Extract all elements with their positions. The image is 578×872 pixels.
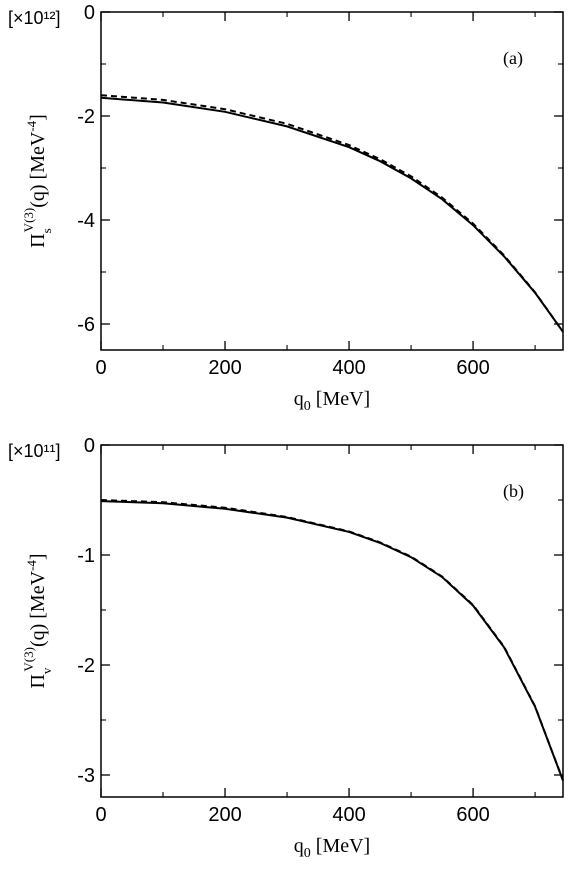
y-tick-label: 0 [84,2,95,24]
x-tick-label: 0 [95,804,106,826]
scale-factor-label-b: [×10¹¹] [8,441,61,461]
x-tick-label: 0 [95,357,106,379]
x-axis-label-sub: 0 [304,846,311,861]
series-line-solid [100,500,564,781]
y-tick-label: -6 [77,314,95,336]
panel-label-b: (b) [503,481,524,502]
y-axis-label-sub: v [39,667,54,674]
series-line-solid [100,96,564,333]
series-lines-a [100,94,564,333]
y-axis-label-close: ] [27,114,49,121]
series-line-dashed [100,94,564,333]
y-tick-label: -2 [77,106,95,128]
plot-frame-b [100,444,564,798]
y-axis-label-main: Π [27,233,49,247]
series-lines-b [100,499,564,781]
x-tick-label: 400 [332,357,365,379]
panel-label-a: (a) [503,48,523,69]
series-line-dashed [100,499,564,781]
y-axis-label-sub: s [39,228,54,233]
y-axis-label-arg: (q) [MeV [27,570,49,647]
y-axis-label-arg: (q) [MeV [27,131,49,208]
ticks-a: 0 200 400 600 0 -2 -4 -6 [77,2,563,379]
x-axis-label-sub: 0 [304,399,311,414]
y-tick-label: -3 [77,765,95,787]
x-tick-label: 200 [208,804,241,826]
x-tick-label: 600 [456,804,489,826]
x-tick-label: 600 [456,357,489,379]
y-axis-label-exp: -4 [24,560,39,571]
y-axis-label-exp: -4 [24,120,39,131]
y-tick-label: -4 [77,210,95,232]
plot-frame-a [100,11,564,351]
x-tick-label: 400 [332,804,365,826]
y-axis-label-b: ΠvV(3)(q) [MeV-4] [21,553,54,688]
y-tick-label: -2 [77,655,95,677]
y-axis-label-main: Π [27,674,49,688]
x-tick-label: 200 [208,357,241,379]
x-axis-label-main: q [294,835,304,857]
y-tick-label: -1 [77,545,95,567]
y-tick-label: 0 [84,435,95,457]
x-axis-label-a: q0 [MeV] [294,388,370,414]
x-axis-label-unit: [MeV] [311,388,370,410]
ticks-b: 0 200 400 600 0 -1 -2 -3 [77,435,563,826]
scale-factor-label-a: [×10¹²] [8,8,61,28]
x-axis-label-main: q [294,388,304,410]
y-axis-label-a: ΠsV(3)(q) [MeV-4] [21,114,54,248]
y-axis-label-close: ] [27,553,49,560]
x-axis-label-b: q0 [MeV] [294,835,370,861]
y-axis-label-sup: V(3) [21,647,36,672]
x-axis-label-unit: [MeV] [311,835,370,857]
y-axis-label-sup: V(3) [21,208,36,233]
